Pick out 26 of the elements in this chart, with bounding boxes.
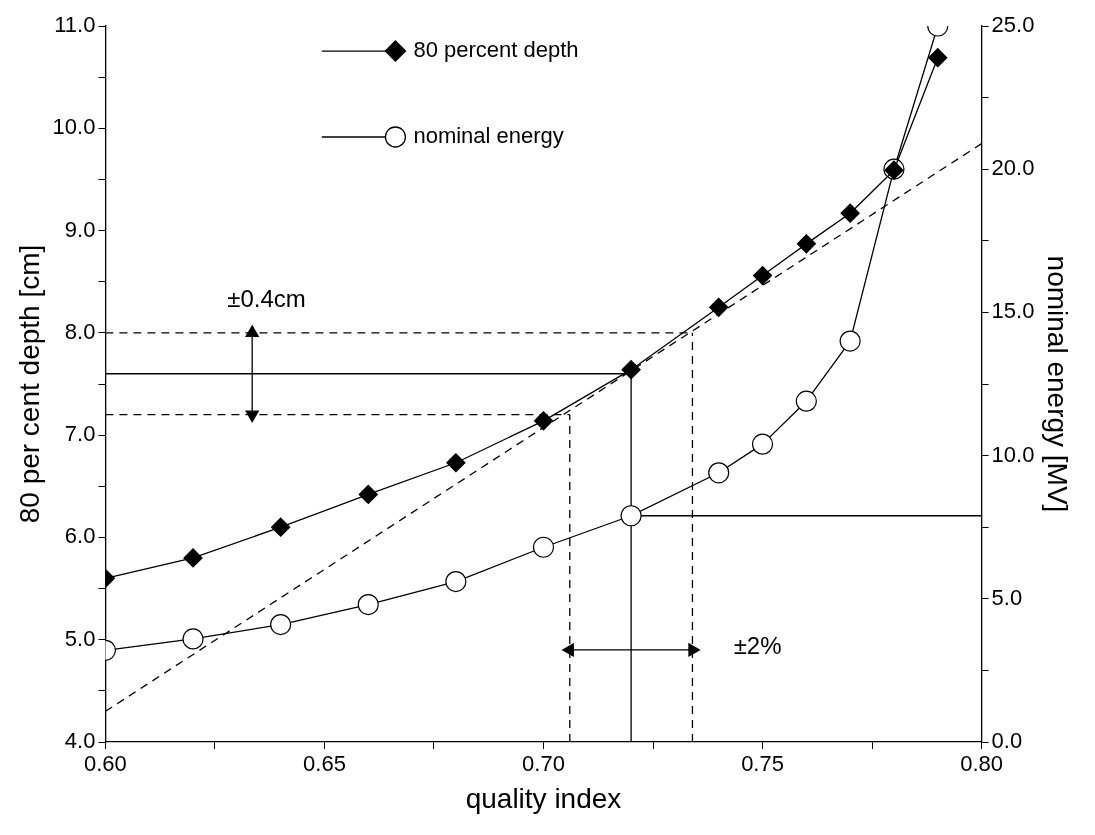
y-tick-label: 10.0 <box>52 114 96 140</box>
y-tick-label: 11.0 <box>54 12 96 38</box>
y2-axis-title: nominal energy [MV] <box>1042 255 1074 513</box>
x-tick-label: 0.80 <box>960 751 1003 777</box>
x-tick-label: 0.70 <box>522 751 565 777</box>
y2-tick-label: 25.0 <box>991 12 1035 38</box>
y-tick-label: 6.0 <box>64 523 96 549</box>
y-tick-label: 8.0 <box>64 318 96 344</box>
y-tick-label: 5.0 <box>64 625 96 651</box>
y2-tick-label: 20.0 <box>991 155 1035 181</box>
y-tick-label: 4.0 <box>64 728 96 754</box>
y-axis-title: 80 per cent depth [cm] <box>13 244 45 524</box>
y-tick-label: 7.0 <box>64 421 96 447</box>
y2-tick-label: 0.0 <box>991 728 1023 754</box>
x-tick-label: 0.75 <box>741 751 784 777</box>
legend-label: nominal energy <box>413 123 564 149</box>
x-tick-label: 0.65 <box>303 751 346 777</box>
legend-label: 80 percent depth <box>413 37 579 63</box>
y2-tick-label: 15.0 <box>991 298 1035 324</box>
annotation: ±2% <box>733 632 782 660</box>
x-tick-label: 0.60 <box>84 751 127 777</box>
y2-tick-label: 5.0 <box>991 584 1023 610</box>
annotation: ±0.4cm <box>227 285 306 313</box>
y-tick-label: 9.0 <box>64 216 96 242</box>
y2-tick-label: 10.0 <box>991 441 1035 467</box>
x-axis-title: quality index <box>465 782 622 814</box>
